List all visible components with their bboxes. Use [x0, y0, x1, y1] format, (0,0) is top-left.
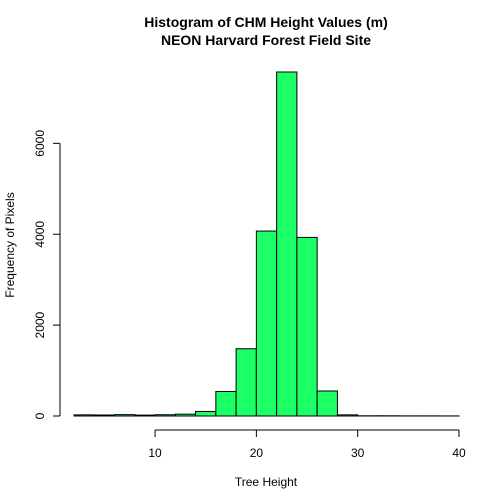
x-tick-label: 40: [452, 446, 466, 460]
histogram-bar: [134, 414, 156, 417]
x-tick-label: 30: [351, 446, 365, 460]
histogram-bar: [276, 71, 298, 417]
histogram-bar: [215, 390, 237, 417]
histogram-bar: [154, 414, 176, 417]
histogram-bar: [255, 230, 278, 417]
y-axis: 0 2000 4000 6000: [33, 130, 61, 419]
histogram-bar: [296, 236, 318, 417]
chart-subtitle: NEON Harvard Forest Field Site: [161, 32, 371, 48]
histogram-bar: [336, 414, 359, 417]
y-tick-label: 4000: [33, 221, 47, 248]
y-tick-label: 2000: [33, 311, 47, 338]
x-axis: 10 20 30 40: [148, 429, 466, 460]
histogram-bar: [114, 414, 136, 417]
y-tick-label: 0: [33, 412, 47, 419]
x-tick-label: 10: [148, 446, 162, 460]
histogram-bar: [93, 414, 116, 417]
y-tick-label: 6000: [33, 130, 47, 157]
x-axis-label: Tree Height: [235, 475, 298, 489]
histogram-bar: [316, 390, 338, 417]
chart-title: Histogram of CHM Height Values (m): [144, 14, 387, 30]
histogram-bars: [73, 71, 460, 417]
y-axis-label: Frequency of Pixels: [3, 192, 17, 297]
histogram-bar: [195, 410, 217, 417]
histogram-bar: [73, 414, 95, 417]
histogram-bar: [235, 348, 257, 417]
x-tick-label: 20: [250, 446, 264, 460]
histogram-bar: [174, 413, 197, 417]
